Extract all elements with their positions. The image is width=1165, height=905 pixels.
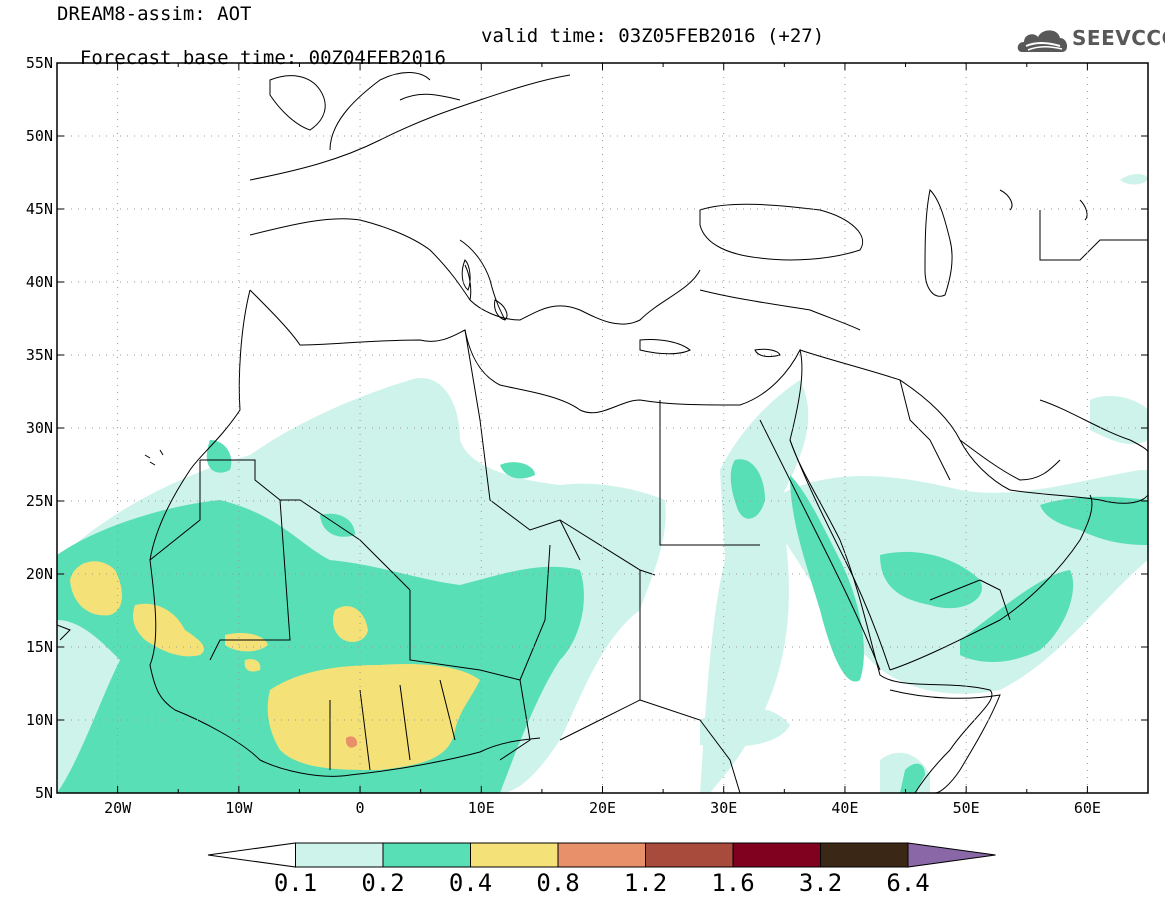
map-grid <box>57 63 1148 793</box>
lon-label: 10W <box>225 799 253 817</box>
colorbar-box <box>820 842 909 868</box>
axis-ticks: 55N 50N 45N 40N 35N 30N 25N 20N 15N 10N 5N 20W 10W 0 1… <box>26 54 1149 817</box>
colorbar-label: 0.4 <box>448 869 493 897</box>
seevccc-logo: SEEVCCC <box>1016 22 1165 58</box>
coastlines <box>57 72 1148 793</box>
lat-label: 45N <box>26 200 53 218</box>
aot-level-0.8 <box>345 736 358 748</box>
lat-label: 35N <box>26 346 53 364</box>
lon-label: 20E <box>589 799 616 817</box>
colorbar-boxes <box>207 842 996 868</box>
colorbar-label: 0.8 <box>536 869 580 897</box>
lat-label: 20N <box>26 565 53 583</box>
lat-label: 40N <box>26 273 53 291</box>
lat-label: 25N <box>26 492 53 510</box>
lat-label: 10N <box>26 711 53 729</box>
aot-fields <box>57 174 1148 793</box>
colorbar-label: 6.4 <box>886 869 930 897</box>
colorbar-label: 0.2 <box>361 869 405 897</box>
lon-label: 0 <box>356 799 365 817</box>
colorbar-box <box>295 842 384 868</box>
cloud-logo-icon <box>1017 30 1068 52</box>
lat-label: 55N <box>26 54 53 72</box>
valid-time-label: valid time: 03Z05FEB2016 (+27) <box>481 25 825 47</box>
lat-label: 5N <box>35 784 53 802</box>
lat-label: 50N <box>26 127 53 145</box>
colorbar-upper-arrow <box>907 842 996 868</box>
colorbar-lower-arrow <box>207 842 296 868</box>
lon-label: 50E <box>953 799 980 817</box>
colorbar-box <box>557 842 646 868</box>
map-title: DREAM8-assim: AOT <box>57 3 252 25</box>
lat-label: 30N <box>26 419 53 437</box>
lon-label: 10E <box>468 799 495 817</box>
logo-text: SEEVCCC <box>1072 26 1165 50</box>
lon-label: 20W <box>104 799 132 817</box>
colorbar-label: 1.6 <box>711 869 755 897</box>
colorbar-label: 3.2 <box>798 869 843 897</box>
colorbar-label: 1.2 <box>623 869 668 897</box>
lon-label: 40E <box>831 799 858 817</box>
colorbar-box <box>382 842 471 868</box>
colorbar-box <box>470 842 559 868</box>
aot-level-0.4 <box>70 561 480 770</box>
colorbar-box <box>732 842 821 868</box>
lat-label: 15N <box>26 638 53 656</box>
lon-label: 60E <box>1074 799 1101 817</box>
colorbar-box <box>645 842 734 868</box>
colorbar-label: 0.1 <box>273 869 318 897</box>
lon-label: 30E <box>710 799 737 817</box>
